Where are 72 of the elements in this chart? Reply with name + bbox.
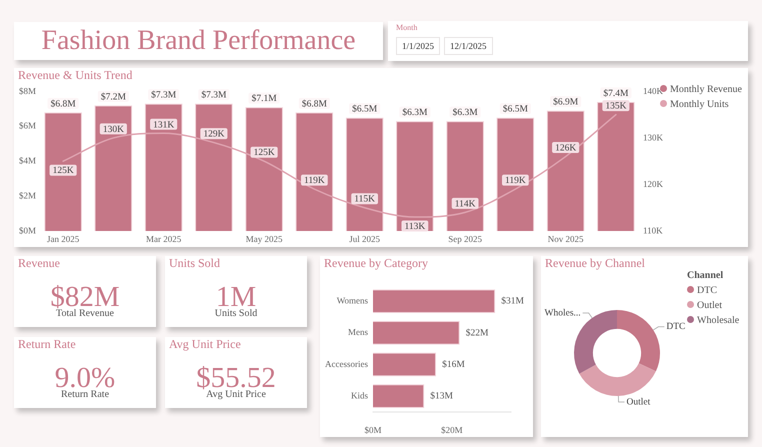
legend-label: Wholesale xyxy=(697,315,740,326)
chart-title: Revenue by Channel xyxy=(545,256,645,270)
y-tick-label: $6M xyxy=(18,120,36,131)
x-tick-label: Jul 2025 xyxy=(349,234,380,244)
legend-label: Monthly Revenue xyxy=(670,84,742,95)
data-label: $6.3M xyxy=(402,108,428,118)
text: Total Revenue xyxy=(56,308,114,320)
data-label: 126K xyxy=(555,144,576,154)
data-label: 135K xyxy=(605,102,627,112)
date-field: 12/1/2025 xyxy=(444,37,493,55)
data-label: 114K xyxy=(454,199,476,210)
data-label: $6.5M xyxy=(502,104,528,115)
text: Month xyxy=(396,23,418,33)
data-label: DTC xyxy=(666,322,686,332)
data-label: $6.3M xyxy=(452,108,478,118)
data-label: Outlet xyxy=(626,397,651,408)
data-label: $6.9M xyxy=(553,98,579,108)
data-label: 113K xyxy=(404,222,426,232)
x-tick-label: May 2025 xyxy=(246,234,283,244)
data-label: 129K xyxy=(203,130,225,140)
x-tick-label: Jan 2025 xyxy=(47,234,80,244)
y-tick-label: $8M xyxy=(18,86,36,96)
y-tick-label: Kids xyxy=(350,390,368,401)
data-label: 119K xyxy=(304,176,325,186)
y2-tick-label: 130K xyxy=(643,132,664,142)
legend-title: Channel xyxy=(687,269,724,283)
y-tick-label: $4M xyxy=(18,156,36,166)
text: Avg Unit Price xyxy=(206,389,266,401)
y-tick-label: Womens xyxy=(336,296,368,306)
data-label: Wholes... xyxy=(544,308,581,319)
y-tick-label: Accessories xyxy=(325,358,368,369)
x-tick-label: Mar 2025 xyxy=(146,234,182,244)
data-label: $22M xyxy=(466,328,489,338)
data-label: $6.5M xyxy=(352,104,378,115)
text: Return Rate xyxy=(60,389,110,401)
text: Avg Unit Price xyxy=(169,337,241,351)
data-label: $7.2M xyxy=(100,92,126,102)
data-label: $16M xyxy=(442,360,466,370)
text: Fashion Brand Performance xyxy=(14,22,383,60)
data-label: $31M xyxy=(501,296,524,307)
legend-label: Outlet xyxy=(697,300,722,311)
data-label: 119K xyxy=(504,176,526,186)
y-tick-label: $0M xyxy=(18,225,36,236)
y-tick-label: Mens xyxy=(348,327,368,338)
text: Return Rate xyxy=(18,337,76,351)
data-label: 125K xyxy=(52,166,74,176)
data-label: 115K xyxy=(354,194,376,205)
data-label: $6.8M xyxy=(302,99,328,110)
y2-tick-label: 120K xyxy=(643,178,664,189)
data-label: $7.1M xyxy=(252,94,278,104)
y2-tick-label: 140K xyxy=(643,86,664,96)
data-label: $7.3M xyxy=(201,90,227,101)
data-label: $13M xyxy=(430,392,454,402)
data-label: 131K xyxy=(153,120,174,130)
chart-title: Revenue by Category xyxy=(324,256,428,270)
x-tick-label: $20M xyxy=(441,424,463,435)
y2-tick-label: 110K xyxy=(643,225,664,236)
y-tick-label: $2M xyxy=(18,190,36,200)
chart-title: Revenue & Units Trend xyxy=(18,68,132,82)
date-field: 1/1/2025 xyxy=(396,37,440,55)
data-label: 130K xyxy=(102,124,124,135)
data-label: $7.3M xyxy=(151,90,177,101)
text: Units Sold xyxy=(169,256,220,270)
data-label: $6.8M xyxy=(50,99,76,110)
x-tick-label: Sep 2025 xyxy=(448,234,482,244)
text: Revenue xyxy=(18,256,60,270)
text: Units Sold xyxy=(214,308,258,320)
legend-label: Monthly Units xyxy=(670,99,729,110)
x-tick-label: Nov 2025 xyxy=(548,234,584,244)
data-label: $7.4M xyxy=(603,88,629,99)
data-label: 125K xyxy=(254,148,275,158)
legend-label: DTC xyxy=(697,285,717,296)
